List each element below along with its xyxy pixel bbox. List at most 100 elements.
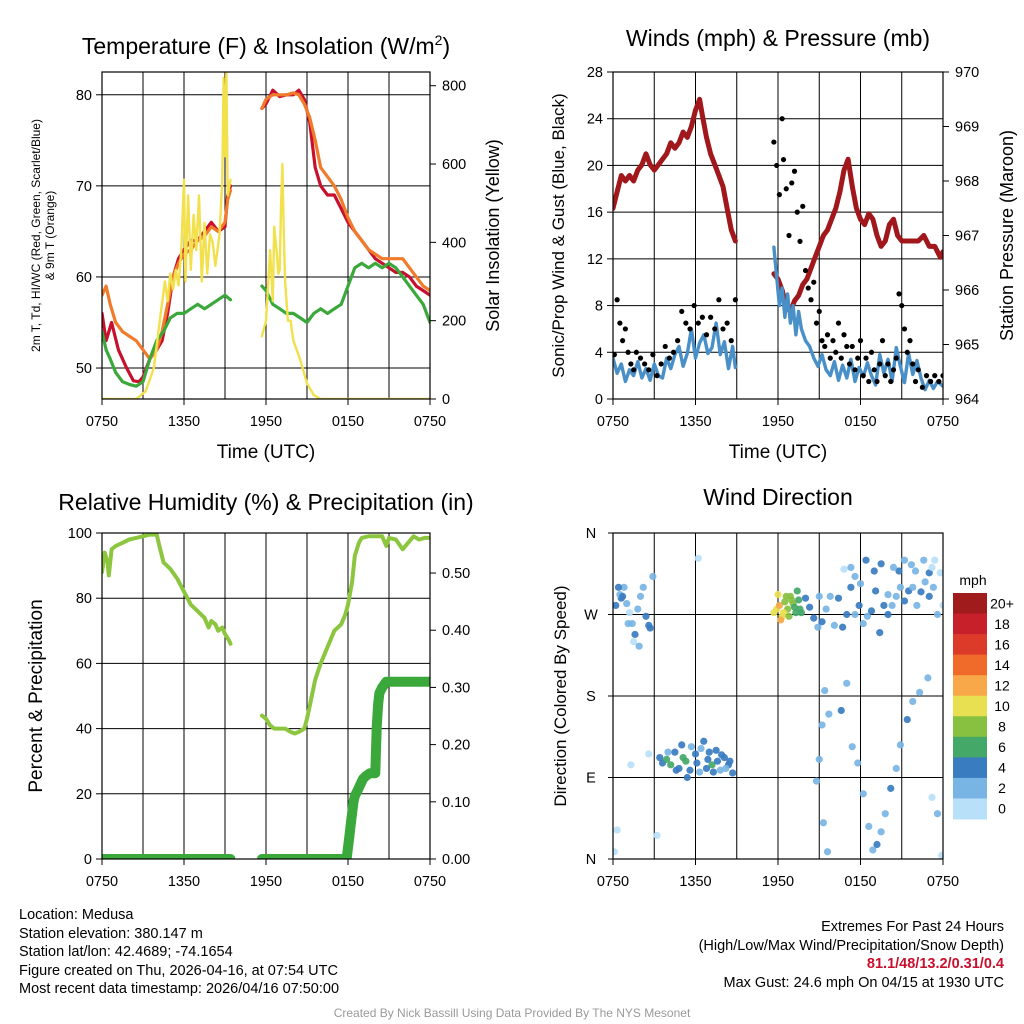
wind-direction-point: [712, 746, 720, 754]
gust-point: [699, 314, 705, 320]
wind-direction-point: [913, 601, 921, 610]
colorbar-swatch: [953, 654, 987, 676]
wind-direction-point: [634, 605, 642, 613]
series-line-temp9m: [260, 91, 430, 293]
gust-point: [846, 361, 853, 367]
wind-direction-point: [718, 751, 726, 759]
gust-point: [855, 355, 861, 361]
gust-point: [805, 285, 811, 291]
gust-point: [691, 302, 697, 309]
gust-point: [923, 373, 930, 379]
gust-point: [779, 116, 785, 122]
gust-point: [863, 355, 869, 361]
wind-direction-point: [812, 777, 821, 785]
series-line-wind: [613, 321, 738, 384]
credit-text: Created By Nick Bassill Using Data Provi…: [333, 1006, 691, 1020]
wind-direction-point: [834, 594, 843, 602]
wind-direction-point: [625, 609, 634, 617]
wind-direction-point: [686, 766, 694, 774]
x-tick-label: 1950: [250, 874, 282, 890]
wind-direction-point: [697, 744, 705, 753]
y-tick-label: 0: [595, 392, 603, 408]
wind-direction-point: [729, 769, 737, 777]
gust-point: [899, 302, 905, 309]
y-right-tick-label: 0.00: [442, 852, 470, 868]
wind-direction-point: [900, 597, 909, 605]
wind-direction-point: [884, 610, 892, 619]
location-text: Location: Medusa: [19, 907, 134, 923]
x-tick-label: 1350: [679, 414, 711, 430]
gust-point: [703, 332, 710, 338]
wind-direction-point: [856, 580, 865, 588]
wind-direction-point: [876, 629, 884, 637]
y-tick-label: 16: [587, 205, 603, 221]
wind-direction-point: [790, 603, 799, 611]
y-axis-label: 2m T, Td, HI/WC (Red, Green, Scarlet/Blu…: [29, 119, 57, 352]
x-tick-label: 0150: [844, 874, 876, 890]
gust-point: [716, 297, 722, 303]
y-right-axis-label: Solar Insolation (Yellow): [483, 139, 503, 331]
y-right-tick-label: 0.40: [442, 623, 470, 639]
gust-point: [813, 320, 820, 326]
wind-direction-point: [664, 748, 672, 756]
gust-point: [885, 361, 891, 367]
y-right-tick-label: 965: [955, 338, 979, 354]
gust-point: [904, 349, 910, 355]
title-superscript: 2: [435, 32, 443, 48]
y-tick-label: 20: [587, 158, 603, 174]
wind-direction-point: [671, 748, 679, 756]
plot-data: [102, 533, 430, 859]
gust-point: [797, 238, 803, 244]
gust-point: [838, 355, 844, 361]
wind-direction-point: [862, 556, 870, 564]
wind-direction-point: [819, 819, 827, 827]
x-tick-label: 0750: [414, 874, 446, 890]
wind-direction-point: [877, 560, 885, 568]
wind-direction-point: [682, 757, 690, 765]
wind-direction-point: [795, 596, 803, 604]
y-tick-label: N: [586, 852, 596, 868]
extremes-title: Extremes For Past 24 Hours: [821, 919, 1004, 935]
wind-direction-point: [848, 743, 856, 751]
wind-direction-point: [815, 592, 823, 600]
wind-direction-point: [704, 755, 712, 763]
wind-direction-point: [869, 846, 877, 854]
colorbar-label: 2: [998, 780, 1006, 796]
wind-direction-point: [774, 590, 782, 599]
wind-direction-point: [722, 764, 730, 773]
gust-point: [658, 361, 664, 367]
y-axis-label: Direction (Colored By Speed): [551, 585, 570, 806]
wind-direction-point: [931, 556, 939, 564]
y-right-tick-label: 600: [442, 157, 466, 173]
wind-direction-point: [822, 605, 830, 613]
wind-direction-point: [907, 561, 915, 569]
series-line-temp2m: [102, 184, 233, 384]
gust-point: [613, 352, 617, 358]
wind-direction-point: [880, 601, 888, 610]
temperature-panel: Temperature (F) & Insolation (W/m2) 0750 1…: [29, 32, 503, 463]
wind-direction-point: [933, 610, 942, 619]
gust-point: [833, 349, 839, 355]
plot-data: [613, 554, 943, 859]
gust-point: [654, 373, 660, 379]
y-tick-label: 24: [587, 112, 603, 128]
y-tick-label: 28: [587, 65, 603, 81]
gust-point: [868, 349, 875, 355]
gust-point: [835, 320, 842, 326]
gust-point: [928, 378, 934, 385]
y-axis-label: Percent & Precipitation: [26, 599, 47, 792]
x-tick-label: 0750: [86, 414, 118, 430]
gust-point: [776, 192, 782, 198]
gust-point: [666, 355, 672, 361]
wind-direction-point: [627, 761, 635, 769]
gust-point: [936, 378, 942, 385]
plot-data: [613, 96, 943, 392]
gust-point: [819, 338, 825, 344]
gust-point: [633, 349, 639, 355]
y-tick-label: 80: [76, 88, 92, 104]
wind-direction-point: [916, 688, 924, 696]
gust-point: [866, 378, 872, 385]
wind-direction-point: [851, 572, 859, 581]
wind-direction-point: [896, 583, 904, 591]
